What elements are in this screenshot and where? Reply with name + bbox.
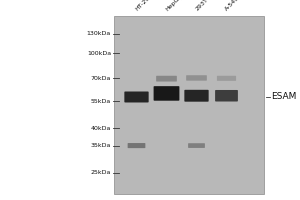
Text: 25kDa: 25kDa [91, 170, 111, 175]
FancyBboxPatch shape [217, 76, 236, 81]
Text: 130kDa: 130kDa [87, 31, 111, 36]
Text: 35kDa: 35kDa [91, 143, 111, 148]
Text: ESAM: ESAM [272, 92, 297, 101]
Text: 55kDa: 55kDa [91, 99, 111, 104]
FancyBboxPatch shape [215, 90, 238, 102]
Text: 70kDa: 70kDa [91, 76, 111, 81]
Text: 100kDa: 100kDa [87, 51, 111, 56]
Text: 40kDa: 40kDa [91, 126, 111, 131]
Text: 293T: 293T [194, 0, 209, 12]
FancyBboxPatch shape [188, 143, 205, 148]
FancyBboxPatch shape [186, 75, 207, 81]
FancyBboxPatch shape [156, 76, 177, 82]
Bar [114, 16, 264, 194]
FancyBboxPatch shape [184, 90, 209, 102]
FancyBboxPatch shape [128, 143, 145, 148]
FancyBboxPatch shape [124, 91, 149, 102]
FancyBboxPatch shape [154, 86, 179, 101]
Text: HepG2: HepG2 [164, 0, 183, 12]
Text: A-549: A-549 [224, 0, 241, 12]
Text: HT-29: HT-29 [134, 0, 151, 12]
